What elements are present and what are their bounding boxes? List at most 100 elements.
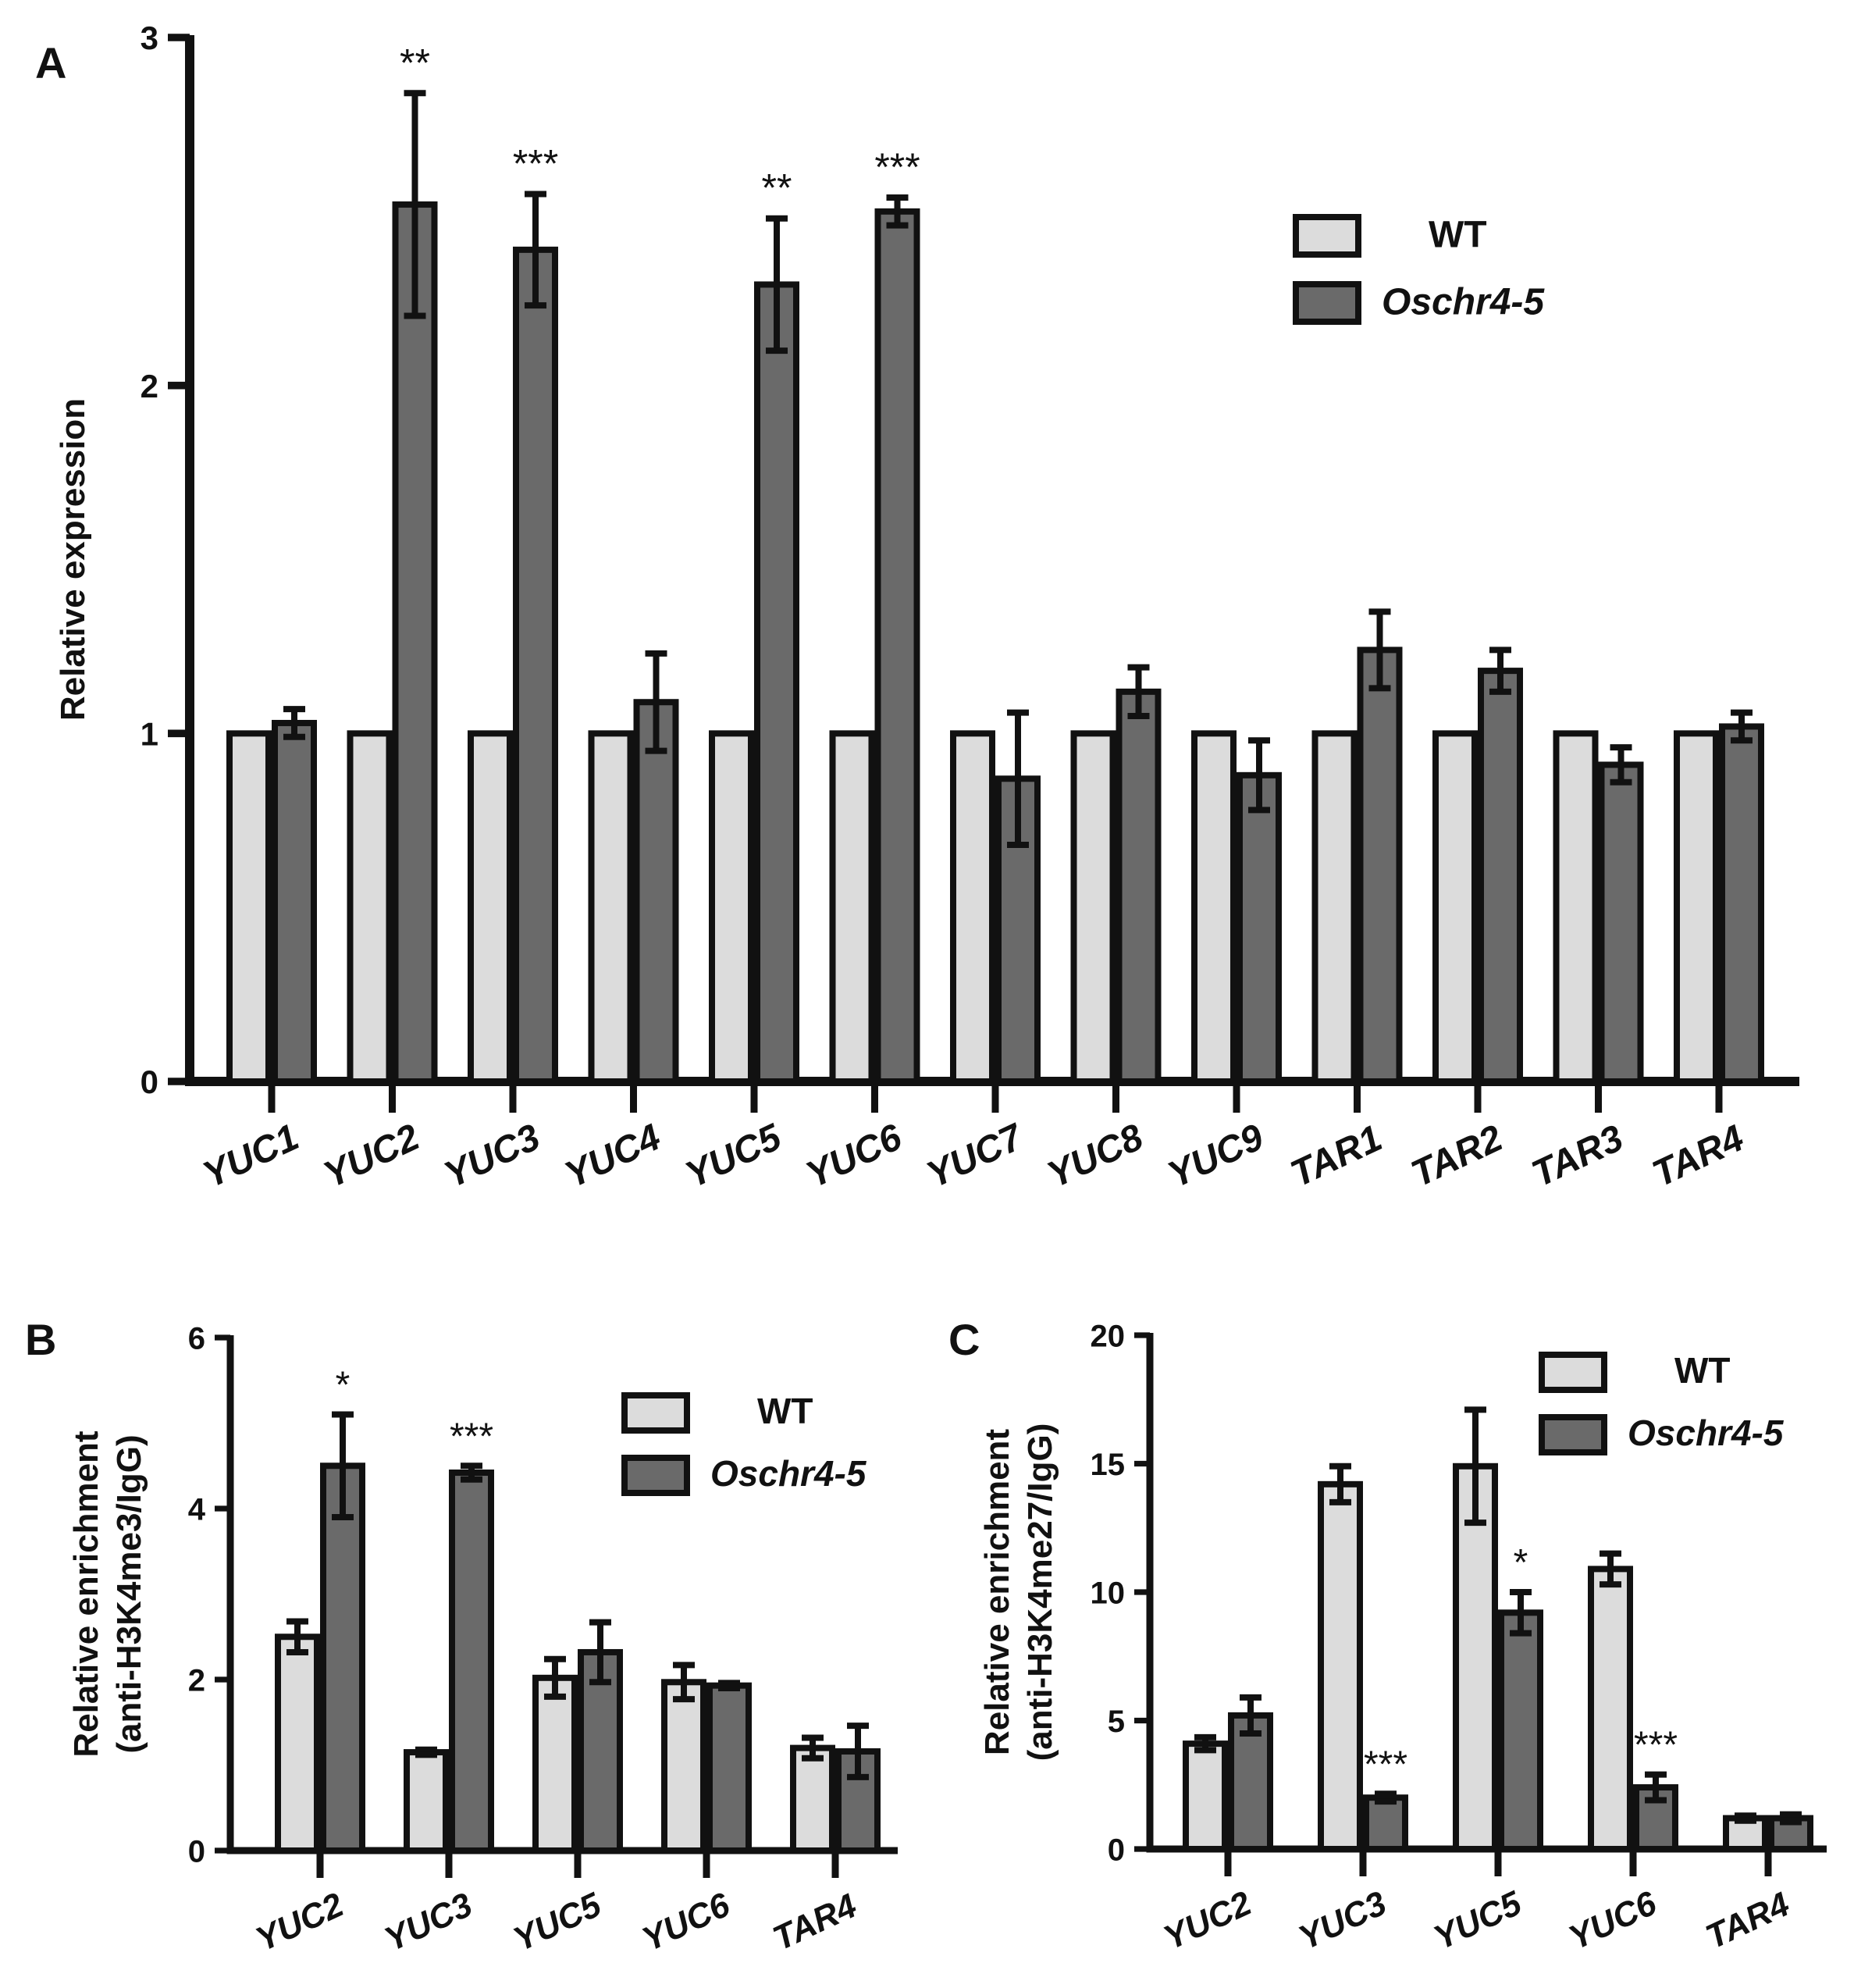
x-tick-label-tar4: TAR4 <box>767 1886 863 1958</box>
legend-swatch-wt <box>1293 214 1361 258</box>
x-tick-label-tar2: TAR2 <box>1405 1117 1509 1195</box>
y-tick-label: 6 <box>188 1321 205 1356</box>
bar-wt-tar1 <box>1311 730 1358 1085</box>
bar-mutant-yuc3 <box>513 246 558 1085</box>
bar-wt-yuc2 <box>1183 1740 1228 1853</box>
legend-swatch-wt <box>621 1392 690 1434</box>
x-tick-label-yuc5: YUC5 <box>507 1886 607 1959</box>
legend-label-mutant: Oschr4-5 <box>1628 1413 1785 1453</box>
x-tick-label-yuc8: YUC8 <box>1041 1117 1150 1196</box>
panel-b: B 0 2 4 6 Relative enrichment (anti-H3K4me3/Ig… <box>25 1315 898 1959</box>
significance-label: * <box>1514 1542 1528 1584</box>
bar-wt-yuc1 <box>226 730 272 1085</box>
bar-wt-yuc3 <box>1318 1480 1363 1852</box>
x-tick-label-yuc6: YUC6 <box>1563 1884 1663 1958</box>
panel-letter: A <box>35 38 66 87</box>
x-tick-label-tar4: TAR4 <box>1700 1885 1795 1957</box>
bar-mutant-yuc3 <box>449 1470 494 1854</box>
bar-wt-yuc6 <box>1588 1566 1633 1852</box>
bar-mutant-yuc6 <box>874 208 920 1085</box>
bar-mutant-yuc3 <box>1363 1794 1408 1852</box>
panel-letter: C <box>948 1315 980 1364</box>
bar-wt-tar2 <box>1432 730 1478 1085</box>
panel-letter: B <box>25 1315 56 1364</box>
y-tick-label: 0 <box>1108 1833 1125 1867</box>
legend-swatch-mutant <box>1293 281 1361 325</box>
x-tick-label-yuc2: YUC2 <box>250 1886 350 1959</box>
bar-mutant-tar3 <box>1598 761 1644 1085</box>
y-tick-label: 15 <box>1091 1448 1126 1482</box>
bar-wt-yuc4 <box>588 730 634 1085</box>
significance-label: *** <box>513 142 558 186</box>
bar-mutant-yuc8 <box>1116 688 1162 1085</box>
legend: WT Oschr4-5 <box>1293 214 1545 325</box>
significance-label: ** <box>400 41 430 84</box>
bar-wt-yuc5 <box>709 730 754 1085</box>
y-tick-label: 0 <box>141 1063 158 1100</box>
bar-mutant-yuc5 <box>754 281 799 1085</box>
panel-a: A 0 1 2 3 Relative expression YUC1 YUC2 ** YUC3 **… <box>35 20 1799 1196</box>
significance-label: * <box>336 1365 351 1406</box>
legend-label-mutant: Oschr4-5 <box>710 1453 867 1494</box>
bar-wt-tar4 <box>1674 730 1719 1085</box>
x-tick-label-yuc6: YUC6 <box>636 1886 736 1959</box>
bar-wt-yuc6 <box>661 1679 706 1854</box>
x-tick-label-yuc4: YUC4 <box>559 1117 667 1196</box>
y-tick-label: 3 <box>141 20 158 56</box>
bar-mutant-yuc2 <box>320 1462 365 1854</box>
x-tick-label-tar1: TAR1 <box>1285 1117 1389 1195</box>
bar-wt-tar3 <box>1553 730 1599 1085</box>
bar-mutant-yuc5 <box>578 1648 623 1854</box>
bar-mutant-yuc9 <box>1237 771 1282 1085</box>
y-tick-label: 1 <box>141 715 158 752</box>
x-tick-label-yuc3: YUC3 <box>1293 1884 1392 1958</box>
bar-mutant-yuc1 <box>272 719 317 1085</box>
y-axis-label: Relative expression <box>54 398 92 721</box>
x-tick-label-yuc5: YUC5 <box>679 1116 788 1196</box>
legend: WT Oschr4-5 <box>1539 1350 1785 1455</box>
y-tick-label: 4 <box>188 1492 206 1527</box>
legend-label-wt: WT <box>1674 1350 1731 1391</box>
y-tick-label: 2 <box>188 1663 205 1698</box>
bar-wt-yuc5 <box>532 1674 578 1854</box>
x-tick-label-yuc2: YUC2 <box>318 1117 426 1196</box>
bar-wt-yuc7 <box>950 730 995 1085</box>
x-tick-label-yuc6: YUC6 <box>800 1117 909 1196</box>
y-axis-label: Relative enrichment <box>67 1430 105 1757</box>
bar-wt-tar4 <box>790 1744 835 1854</box>
panel-c: C 0 5 10 15 20 Relative enrichment (anti-H3K4me… <box>948 1315 1827 1958</box>
bar-mutant-yuc2 <box>392 201 438 1085</box>
bar-wt-yuc3 <box>468 730 513 1085</box>
x-tick-label-yuc3: YUC3 <box>379 1886 478 1959</box>
x-tick-label-yuc5: YUC5 <box>1428 1884 1528 1958</box>
x-tick-label-yuc2: YUC2 <box>1158 1884 1258 1958</box>
significance-label: ** <box>762 166 792 210</box>
bar-mutant-yuc5 <box>1498 1609 1543 1853</box>
y-tick-label: 10 <box>1091 1576 1126 1610</box>
bar-wt-yuc2 <box>275 1634 320 1854</box>
legend-swatch-wt <box>1539 1352 1607 1393</box>
legend-swatch-mutant <box>1539 1414 1607 1455</box>
significance-label: *** <box>1634 1725 1678 1766</box>
significance-label: *** <box>1364 1744 1407 1785</box>
y-tick-label: 20 <box>1091 1319 1126 1353</box>
x-tick-label-yuc1: YUC1 <box>197 1117 304 1196</box>
y-axis-label-line2: (anti-H3K4me3/IgG) <box>110 1434 148 1753</box>
bar-wt-yuc6 <box>829 730 875 1085</box>
bar-mutant-tar2 <box>1478 668 1523 1085</box>
bar-mutant-tar4 <box>1719 723 1764 1085</box>
legend-label-wt: WT <box>757 1391 813 1431</box>
y-tick-label: 0 <box>188 1834 205 1869</box>
bar-wt-yuc9 <box>1191 730 1237 1085</box>
y-axis-label-line2: (anti-H3K4me27/IgG) <box>1021 1423 1059 1762</box>
bar-mutant-yuc6 <box>706 1682 752 1854</box>
y-axis-label: Relative enrichment <box>978 1429 1016 1755</box>
bar-mutant-yuc4 <box>633 699 679 1085</box>
bar-wt-yuc8 <box>1070 730 1116 1085</box>
legend-label-mutant: Oschr4-5 <box>1382 281 1545 322</box>
x-tick-label-tar3: TAR3 <box>1526 1117 1630 1195</box>
bar-wt-yuc3 <box>404 1749 449 1854</box>
bar-wt-yuc2 <box>347 730 393 1085</box>
x-tick-label-tar4: TAR4 <box>1646 1117 1750 1195</box>
